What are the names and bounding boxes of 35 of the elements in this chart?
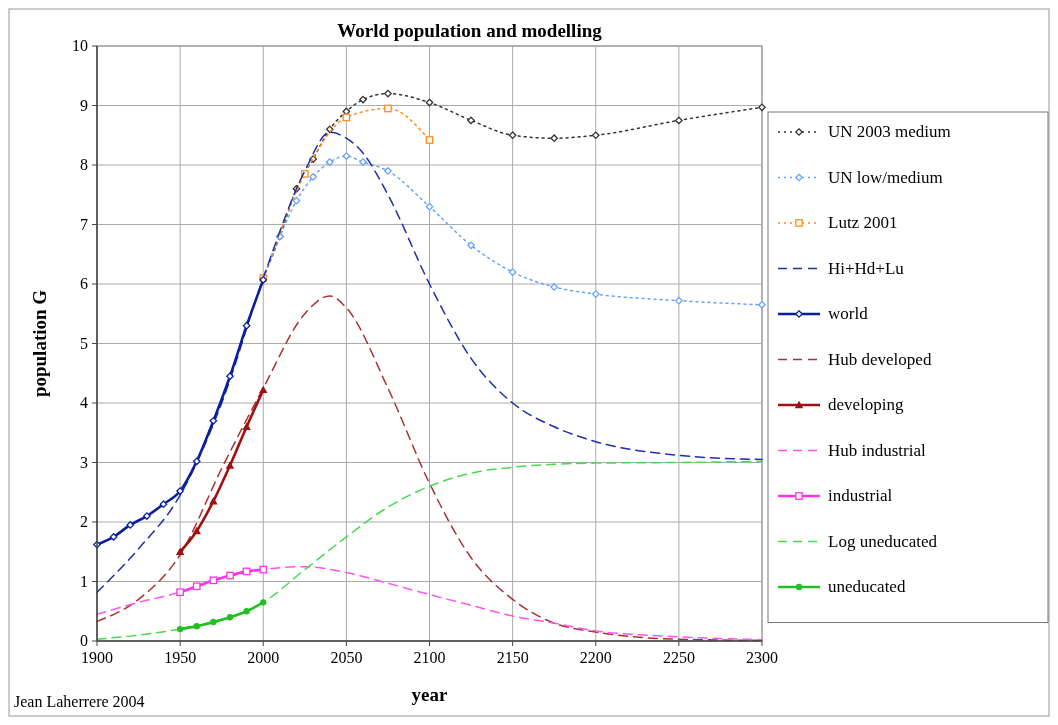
chart-title: World population and modelling	[337, 20, 603, 41]
x-tick-label: 1900	[81, 649, 113, 666]
x-tick-label: 2000	[247, 649, 280, 666]
legend-label: industrial	[828, 486, 893, 505]
y-tick-label: 6	[80, 275, 88, 292]
text: Jean Laherrere 2004	[14, 693, 145, 710]
y-tick-label: 3	[80, 453, 88, 471]
y-tick-label: 7	[80, 215, 88, 233]
y-tick-label: 5	[80, 334, 88, 352]
y-tick-label: 2	[80, 513, 88, 530]
legend-label: Hub developed	[828, 349, 932, 369]
legend-label: Log uneducated	[828, 531, 938, 551]
legend-label: UN low/medium	[828, 167, 943, 187]
y-tick-label: 8	[80, 156, 88, 173]
x-tick-label: 2150	[496, 649, 529, 666]
x-tick-label: 2050	[330, 649, 363, 666]
legend-label: Hub industrial	[828, 440, 927, 460]
legend-label: world	[828, 304, 869, 323]
x-tick-label: 2250	[662, 649, 695, 666]
y-tick-label: 4	[80, 394, 88, 411]
y-tick-label: 9	[80, 96, 88, 114]
y-axis-title: population G	[29, 289, 50, 398]
legend-label: uneducated	[828, 577, 906, 596]
legend-label: Hi+Hd+Lu	[828, 258, 905, 278]
legend-label: Lutz 2001	[828, 213, 898, 232]
legend-label: UN 2003 medium	[828, 122, 951, 141]
y-tick-label: 1	[80, 572, 88, 590]
legend-label: developing	[828, 395, 905, 414]
x-tick-label: 2300	[746, 649, 778, 666]
y-tick-label: 10	[72, 37, 88, 54]
x-axis-title: year	[411, 684, 448, 705]
x-tick-label: 2200	[579, 649, 612, 666]
y-tick-label: 0	[80, 632, 88, 649]
x-tick-label: 2100	[413, 649, 446, 666]
x-tick-label: 1950	[164, 649, 197, 666]
